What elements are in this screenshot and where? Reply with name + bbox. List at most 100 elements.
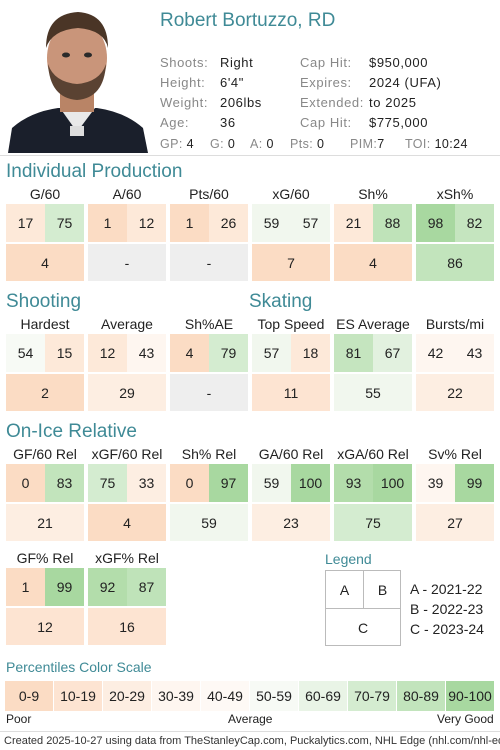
metric-xgf-60-rel-b: 33 [127,464,166,502]
player-headshot-image [0,0,155,153]
metric-xg-60-a: 59 [252,204,291,242]
scale-bin: 60-69 [299,681,347,711]
weight-key: Weight: [160,95,209,110]
metric-pts-60-a: 1 [170,204,209,242]
metric-xgf-60-rel-c: 4 [88,504,166,541]
metric-bursts-mi-c: 22 [416,374,494,411]
metric-sh-rel-b: 97 [209,464,248,502]
scale-bin: 70-79 [348,681,396,711]
section-on-ice-relative: On-Ice Relative [6,421,137,442]
metric-a-60-b: 12 [127,204,166,242]
height-value: 6'4" [220,75,244,90]
metric-g-60-a: 17 [6,204,45,242]
expires-value: 2024 (UFA) [369,75,442,90]
cap-hit-value: $950,000 [369,55,429,70]
metric-header-g-60: G/60 [29,186,61,202]
metric-sh-ae-a: 4 [170,334,209,372]
expires-key: Expires: [300,75,352,90]
metric-ga-60-rel-b: 100 [291,464,330,502]
metric-xga-60-rel-b: 100 [373,464,412,502]
metric-sv-rel-b: 99 [455,464,494,502]
stat-gp: GP: 4 [160,137,194,151]
metric-top-speed-b: 18 [291,334,330,372]
metric-header-xgf-rel: xGF% Rel [95,550,159,566]
cap-hit-2-value: $775,000 [369,115,429,130]
footer-text: Created 2025-10-27 using data from TheSt… [4,735,500,747]
legend-c: C [357,619,369,636]
scale-very-good-label: Very Good [437,712,494,726]
cap-hit-key: Cap Hit: [300,55,352,70]
metric-header-ga-60-rel: GA/60 Rel [258,446,324,462]
metric-a-60-a: 1 [88,204,127,242]
scale-bin: 20-29 [103,681,151,711]
metric-xsh-a: 98 [416,204,455,242]
metric-hardest-c: 2 [6,374,84,411]
player-photo [0,0,155,153]
metric-average-c: 29 [88,374,166,411]
metric-header-gf-rel: GF% Rel [16,550,74,566]
metric-gf-60-rel-a: 0 [6,464,45,502]
weight-value: 206lbs [220,95,262,110]
stat-a: A: 0 [250,137,274,151]
metric-hardest-b: 15 [45,334,84,372]
metric-header-sh: Sh% [358,186,388,202]
stat-pts: Pts: 0 [290,137,325,151]
metric-sh-rel-a: 0 [170,464,209,502]
stat-toi: TOI: 10:24 [405,137,468,151]
metric-hardest-a: 54 [6,334,45,372]
metric-gf-rel-c: 12 [6,608,84,645]
metric-sh-b: 88 [373,204,412,242]
shoots-value: Right [220,55,254,70]
scale-bin: 0-9 [5,681,53,711]
age-key: Age: [160,115,190,130]
scale-poor-label: Poor [6,712,32,726]
metric-header-sv-rel: Sv% Rel [428,446,482,462]
metric-es-average-b: 67 [373,334,412,372]
metric-header-xg-60: xG/60 [272,186,310,202]
metric-header-sh-rel: Sh% Rel [181,446,237,462]
section-individual-production: Individual Production [6,161,183,182]
metric-g-60-b: 75 [45,204,84,242]
info-right: Cap Hit: $950,000 Expires: 2024 (UFA) Exte… [300,55,441,135]
legend-a: A [339,581,350,598]
metric-xsh-b: 82 [455,204,494,242]
metric-sv-rel-a: 39 [416,464,455,502]
metric-header-top-speed: Top Speed [257,316,325,332]
scale-title: Percentiles Color Scale [6,659,152,675]
legend-box: A B C [325,570,401,646]
player-name: Robert Bortuzzo, RD [160,10,336,31]
metric-header-gf-60-rel: GF/60 Rel [13,446,77,462]
metric-header-es-average: ES Average [336,316,410,332]
scale-bin: 80-89 [397,681,445,711]
extended-value: to 2025 [369,95,417,110]
metric-sh-ae-b: 79 [209,334,248,372]
legend-b: B [377,581,388,598]
scale-bin: 90-100 [446,681,494,711]
metric-average-a: 12 [88,334,127,372]
metric-xg-60-c: 7 [252,244,330,281]
metric-header-bursts-mi: Bursts/mi [425,316,485,332]
metric-header-average: Average [101,316,153,332]
metric-g-60-c: 4 [6,244,84,281]
metric-xgf-60-rel-a: 75 [88,464,127,502]
metric-gf-60-rel-b: 83 [45,464,84,502]
metric-sh-c: 4 [334,244,412,281]
section-skating: Skating [249,291,313,312]
metric-top-speed-a: 57 [252,334,291,372]
metric-xgf-rel-c: 16 [88,608,166,645]
footer-divider [0,731,500,732]
metric-xgf-rel-b: 87 [127,568,166,606]
metric-header-pts-60: Pts/60 [189,186,229,202]
metric-top-speed-c: 11 [252,374,330,411]
cap-hit-2-key: Cap Hit: [300,115,352,130]
metric-xgf-rel-a: 92 [88,568,127,606]
metric-sv-rel-c: 27 [416,504,494,541]
metric-gf-rel-b: 99 [45,568,84,606]
stat-pim: PIM:7 [350,137,385,151]
metric-sh-ae-c: - [170,374,248,411]
metric-es-average-c: 55 [334,374,412,411]
scale-average-label: Average [228,712,273,726]
metric-header-a-60: A/60 [112,186,142,202]
metric-ga-60-rel-a: 59 [252,464,291,502]
extended-key: Extended: [300,95,364,110]
